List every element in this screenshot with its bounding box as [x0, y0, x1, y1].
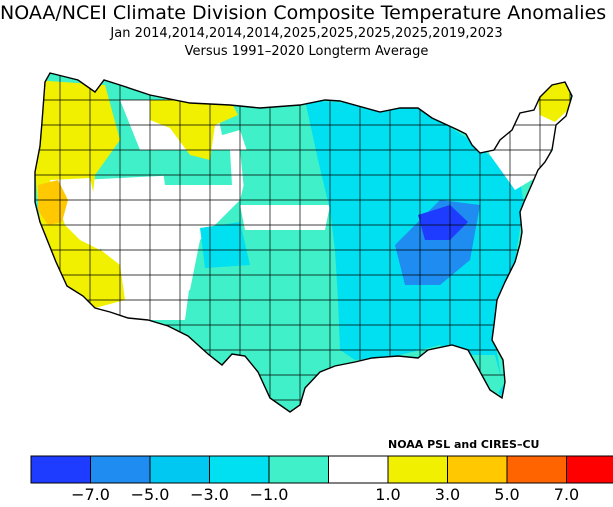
legend-swatch	[149, 455, 210, 484]
legend-swatch	[506, 455, 567, 484]
composite-years: Jan 2014,2014,2014,2014,2025,2025,2025,2…	[110, 26, 503, 41]
legend-swatch	[30, 455, 91, 484]
legend-tick-label: 1.0	[375, 485, 401, 504]
legend-swatch	[209, 455, 270, 484]
florida-region	[470, 355, 503, 398]
credit-label: NOAA PSL and CIRES–CU	[388, 438, 540, 451]
legend-swatch	[566, 455, 613, 484]
northern-california-region	[38, 180, 68, 225]
color-legend	[30, 455, 613, 484]
legend-tick-label: 3.0	[434, 485, 461, 504]
legend-tick-label: −3.0	[190, 485, 229, 504]
legend-swatch	[387, 455, 448, 484]
legend-tick-label: −7.0	[71, 485, 110, 504]
legend-swatch	[268, 455, 329, 484]
legend-tick-label: −5.0	[130, 485, 170, 504]
legend-tick-label: 7.0	[553, 485, 580, 504]
legend-swatch	[90, 455, 151, 484]
montana-east-region	[150, 100, 238, 160]
nebraska-region	[240, 205, 330, 230]
west-virginia-region	[418, 205, 468, 240]
baseline-period: Versus 1991–2020 Longterm Average	[184, 44, 429, 59]
legend-tick-label: 5.0	[494, 485, 520, 504]
map-title: NOAA/NCEI Climate Division Composite Tem…	[0, 2, 613, 24]
colorado-region	[200, 222, 250, 268]
wyoming-region	[160, 150, 232, 185]
legend-swatch	[447, 455, 508, 484]
anomaly-map	[34, 72, 573, 413]
us-outline	[34, 72, 573, 413]
legend-tick-label: −1.0	[249, 485, 289, 504]
legend-swatch	[328, 455, 389, 484]
